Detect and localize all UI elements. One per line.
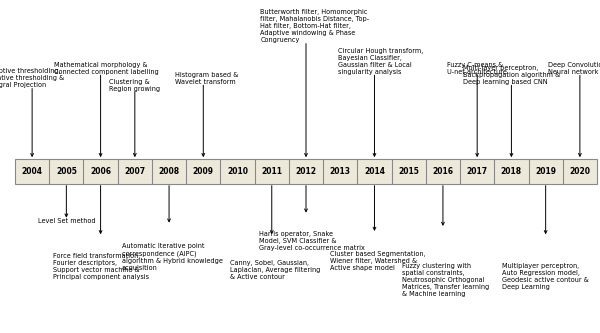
FancyBboxPatch shape	[15, 159, 597, 184]
Text: Circular Hough transform,
Bayesian Classifier,
Gaussian filter & Local
singulari: Circular Hough transform, Bayesian Class…	[338, 48, 423, 75]
FancyArrowPatch shape	[510, 85, 513, 156]
Text: 2020: 2020	[569, 167, 590, 176]
FancyArrowPatch shape	[167, 186, 170, 222]
Text: Automatic Iterative point
correspondence (AIPC)
algorithm & Hybrid knowledge
acq: Automatic Iterative point correspondence…	[122, 243, 223, 271]
Text: 2011: 2011	[261, 167, 282, 176]
Text: Harris operator, Snake
Model, SVM Classifier &
Gray-level co-occurrence matrix: Harris operator, Snake Model, SVM Classi…	[259, 231, 365, 251]
Text: Multiplayer perceptron,
Auto Regression model,
Geodesic active contour &
Deep Le: Multiplayer perceptron, Auto Regression …	[502, 263, 589, 290]
Text: 2006: 2006	[90, 167, 111, 176]
Text: Force field transformation,
Fourier descriptors,
Support vector machine &
Princi: Force field transformation, Fourier desc…	[53, 253, 149, 280]
Text: Histogram based &
Wavelet transform: Histogram based & Wavelet transform	[175, 72, 238, 85]
Text: Adaptive thresholding,
Iterative thresholding &
Integral Projection: Adaptive thresholding, Iterative thresho…	[0, 68, 64, 88]
Text: Multi-layer perceptron,
Backpropagation algorithm &
Deep learning based CNN: Multi-layer perceptron, Backpropagation …	[463, 65, 560, 85]
Text: 2007: 2007	[124, 167, 145, 176]
Text: Mathematical morphology &
Connected component labelling: Mathematical morphology & Connected comp…	[54, 62, 159, 75]
FancyArrowPatch shape	[99, 75, 102, 156]
FancyArrowPatch shape	[305, 186, 307, 212]
FancyArrowPatch shape	[373, 75, 376, 156]
FancyArrowPatch shape	[544, 186, 547, 233]
Text: Butterworth filter, Homomorphic
filter, Mahalanobis Distance, Top-
Hat filter, B: Butterworth filter, Homomorphic filter, …	[260, 9, 370, 43]
Text: 2019: 2019	[535, 167, 556, 176]
FancyArrowPatch shape	[442, 186, 445, 225]
Text: Cluster based Segmentation,
Wiener filter, Watershed &
Active shape model: Cluster based Segmentation, Wiener filte…	[330, 251, 425, 271]
FancyArrowPatch shape	[476, 75, 479, 156]
FancyArrowPatch shape	[65, 186, 68, 217]
Text: 2008: 2008	[158, 167, 179, 176]
Text: 2005: 2005	[56, 167, 77, 176]
Text: 2004: 2004	[22, 167, 43, 176]
Text: 2009: 2009	[193, 167, 214, 176]
FancyArrowPatch shape	[99, 186, 102, 233]
Text: 2014: 2014	[364, 167, 385, 176]
FancyArrowPatch shape	[133, 92, 136, 156]
FancyArrowPatch shape	[31, 89, 34, 156]
Text: 2018: 2018	[501, 167, 522, 176]
FancyArrowPatch shape	[305, 44, 307, 156]
Text: 2015: 2015	[398, 167, 419, 176]
Text: 2012: 2012	[296, 167, 317, 176]
Text: 2016: 2016	[433, 167, 454, 176]
Text: 2017: 2017	[467, 167, 488, 176]
Text: 2010: 2010	[227, 167, 248, 176]
Text: Clustering &
Region growing: Clustering & Region growing	[109, 79, 160, 92]
FancyArrowPatch shape	[271, 186, 273, 233]
FancyArrowPatch shape	[202, 85, 205, 156]
Text: Canny, Sobel, Gaussian,
Laplacian, Average filtering
& Active contour: Canny, Sobel, Gaussian, Laplacian, Avera…	[230, 260, 320, 280]
Text: Level Set method: Level Set method	[38, 218, 95, 224]
Text: 2013: 2013	[330, 167, 351, 176]
Text: Deep Convolution
Neural network: Deep Convolution Neural network	[548, 62, 600, 75]
Text: Fuzzy C-means &
U-net architecture: Fuzzy C-means & U-net architecture	[447, 62, 507, 75]
Text: Fuzzy clustering with
spatial constraints,
Neutrosophic Orthogonal
Matrices, Tra: Fuzzy clustering with spatial constraint…	[403, 263, 490, 297]
FancyArrowPatch shape	[578, 75, 581, 156]
FancyArrowPatch shape	[373, 186, 376, 230]
